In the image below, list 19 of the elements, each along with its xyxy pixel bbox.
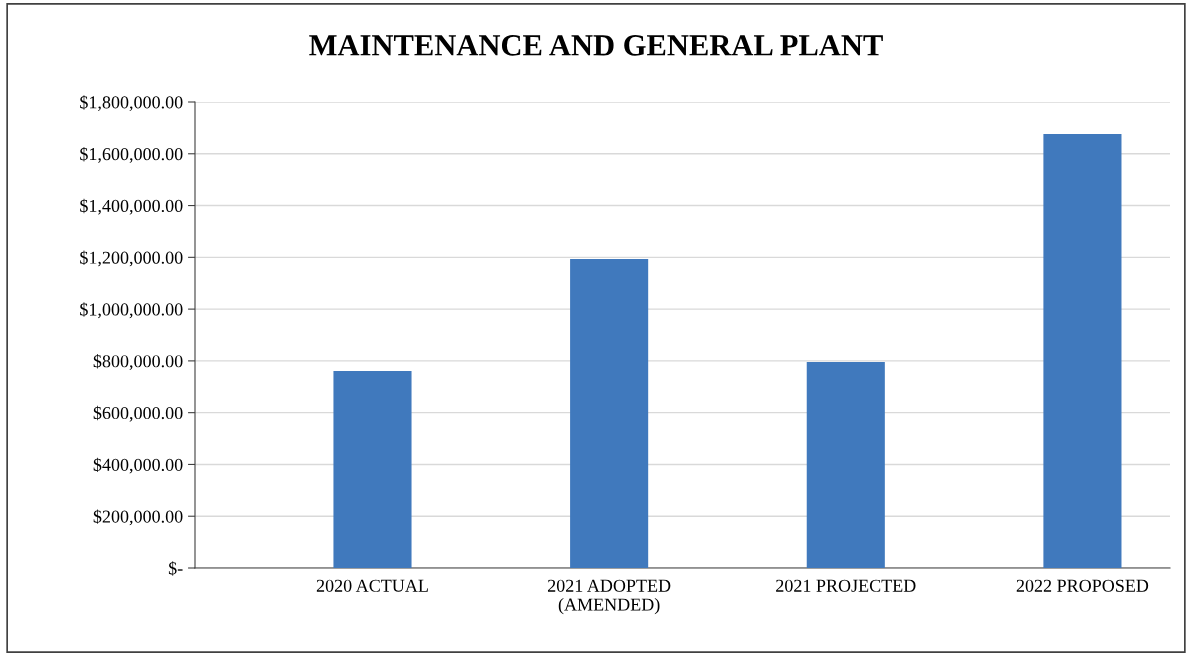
chart-title: MAINTENANCE AND GENERAL PLANT xyxy=(309,35,883,56)
y-tick-label: $1,800,000.00 xyxy=(80,95,183,112)
y-tick-label: $600,000.00 xyxy=(93,405,183,422)
bar xyxy=(333,370,412,568)
x-tick-label: 2021 PROJECTED xyxy=(776,579,916,592)
y-tick-label: $1,200,000.00 xyxy=(80,250,183,267)
x-tick-label: 2022 PROPOSED xyxy=(1016,579,1149,592)
y-tick-label: $800,000.00 xyxy=(93,354,183,370)
x-tick-label: 2021 ADOPTED (AMENDED) xyxy=(547,579,671,615)
y-tick-label: $400,000.00 xyxy=(93,457,183,474)
y-tick-label: $1,000,000.00 xyxy=(80,302,183,319)
y-tick-label: $1,600,000.00 xyxy=(80,146,183,163)
bar xyxy=(806,361,885,568)
y-tick-label: $200,000.00 xyxy=(93,509,183,526)
x-tick-label: 2020 ACTUAL xyxy=(316,579,428,592)
y-tick-label: $1,400,000.00 xyxy=(80,198,183,215)
bar xyxy=(1043,134,1122,568)
bar xyxy=(570,258,649,568)
y-tick-label: $- xyxy=(168,561,183,576)
